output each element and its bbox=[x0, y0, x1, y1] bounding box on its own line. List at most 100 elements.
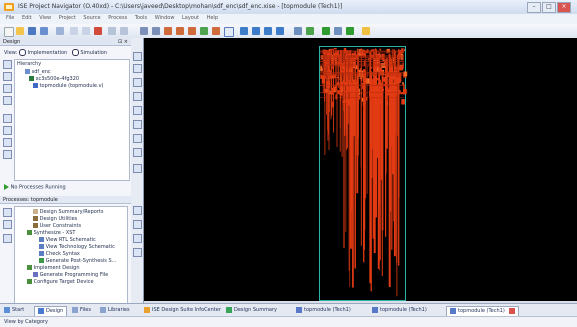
process-view-rtl[interactable]: View RTL Schematic bbox=[39, 237, 96, 243]
route-tool-icon[interactable] bbox=[164, 27, 172, 35]
run-process-icon[interactable] bbox=[3, 208, 12, 217]
hand-tool-icon[interactable] bbox=[188, 27, 196, 35]
tree-item-device[interactable]: xc3s500e-4fg320 bbox=[29, 76, 79, 82]
find-icon[interactable] bbox=[264, 27, 272, 35]
stop-process-icon[interactable] bbox=[3, 234, 12, 243]
collapse-all-icon[interactable] bbox=[3, 84, 12, 93]
print-icon[interactable] bbox=[56, 27, 64, 35]
process-programming-file[interactable]: Generate Programming File bbox=[33, 272, 108, 278]
menu-edit[interactable]: Edit bbox=[21, 15, 32, 21]
undo-icon[interactable] bbox=[108, 27, 116, 35]
open-folder-icon[interactable] bbox=[16, 27, 24, 35]
process-design-utilities[interactable]: Design Utilities bbox=[33, 216, 77, 222]
zoom-out-icon[interactable] bbox=[152, 27, 160, 35]
tab-topmodule-1[interactable]: topmodule (Tech1) bbox=[296, 306, 351, 315]
add-source-icon[interactable] bbox=[3, 96, 12, 105]
menu-tools[interactable]: Tools bbox=[134, 15, 148, 21]
menu-window[interactable]: Window bbox=[154, 15, 175, 21]
maximize-button[interactable]: □ bbox=[542, 2, 556, 13]
simulation-radio[interactable] bbox=[71, 49, 79, 56]
minimize-button[interactable]: – bbox=[527, 2, 541, 13]
help-icon[interactable] bbox=[362, 27, 370, 35]
tab-libraries[interactable]: Libraries bbox=[100, 306, 130, 315]
menu-source[interactable]: Source bbox=[83, 15, 101, 21]
properties-source-icon[interactable] bbox=[3, 150, 12, 159]
menu-file[interactable]: File bbox=[6, 15, 15, 21]
logic-cell bbox=[402, 82, 404, 85]
save-all-icon[interactable] bbox=[40, 27, 48, 35]
layers-icon[interactable] bbox=[240, 27, 248, 35]
settings-icon[interactable] bbox=[133, 234, 142, 243]
redo-icon[interactable] bbox=[120, 27, 128, 35]
highlight-icon[interactable] bbox=[133, 78, 142, 87]
tab-topmodule-2[interactable]: topmodule (Tech1) bbox=[372, 306, 427, 315]
menu-process[interactable]: Process bbox=[108, 15, 128, 21]
clock-region-icon[interactable] bbox=[133, 134, 142, 143]
refresh-icon[interactable] bbox=[133, 206, 142, 215]
process-view-technology[interactable]: View Technology Schematic bbox=[39, 244, 115, 250]
remove-source-icon[interactable] bbox=[3, 138, 12, 147]
tab-infocenter[interactable]: ISE Design Suite InfoCenter bbox=[144, 306, 221, 315]
logic-cell bbox=[337, 82, 339, 85]
menu-help[interactable]: Help bbox=[206, 15, 218, 21]
run-icon[interactable] bbox=[322, 27, 330, 35]
menu-layout[interactable]: Layout bbox=[182, 15, 199, 21]
grid-icon[interactable] bbox=[252, 27, 260, 35]
implementation-radio[interactable] bbox=[18, 49, 26, 56]
process-check-syntax[interactable]: Check Syntax bbox=[39, 251, 80, 257]
region-icon[interactable] bbox=[224, 27, 234, 37]
panel-close-icon[interactable]: ⊡ × bbox=[118, 39, 128, 45]
step-icon[interactable] bbox=[334, 27, 342, 35]
tree-item-project[interactable]: sdf_enc bbox=[25, 69, 51, 75]
view-simulation[interactable]: Simulation bbox=[80, 50, 107, 56]
process-design-summary[interactable]: Design Summary/Reports bbox=[33, 209, 103, 215]
cursor-icon[interactable] bbox=[294, 27, 302, 35]
net-icon[interactable] bbox=[133, 92, 142, 101]
process-user-constraints[interactable]: User Constraints bbox=[33, 223, 81, 229]
zoom-in-icon[interactable] bbox=[140, 27, 148, 35]
verilog-module-icon bbox=[33, 83, 38, 88]
cut-icon[interactable] bbox=[70, 27, 78, 35]
hierarchy-icon[interactable] bbox=[306, 27, 314, 35]
tab-design-summary[interactable]: Design Summary bbox=[226, 306, 277, 315]
pan-icon[interactable] bbox=[133, 64, 142, 73]
menu-view[interactable]: View bbox=[39, 15, 52, 21]
properties-icon[interactable] bbox=[276, 27, 284, 35]
new-source-icon[interactable] bbox=[3, 114, 12, 123]
fit-icon[interactable] bbox=[200, 27, 208, 35]
play-icon[interactable] bbox=[4, 184, 9, 190]
tab-files[interactable]: Files bbox=[72, 306, 91, 315]
info-icon[interactable] bbox=[133, 220, 142, 229]
show-tree-icon[interactable] bbox=[3, 60, 12, 69]
save-icon[interactable] bbox=[28, 27, 36, 35]
zoom-area-icon[interactable] bbox=[133, 52, 142, 61]
new-file-icon[interactable] bbox=[4, 27, 14, 37]
ruler-icon[interactable] bbox=[212, 27, 220, 35]
tab-start[interactable]: Start bbox=[4, 306, 24, 315]
ports-icon[interactable] bbox=[133, 120, 142, 129]
routing-icon[interactable] bbox=[133, 164, 142, 173]
expand-all-icon[interactable] bbox=[3, 72, 12, 81]
design-icon bbox=[38, 307, 44, 314]
copy-icon[interactable] bbox=[82, 27, 90, 35]
process-implement[interactable]: Implement Design bbox=[27, 265, 80, 271]
export-icon[interactable] bbox=[133, 248, 142, 257]
view-implementation[interactable]: Implementation bbox=[27, 50, 68, 56]
select-tool-icon[interactable] bbox=[176, 27, 184, 35]
implement-icon[interactable] bbox=[346, 27, 354, 35]
rats-nest-icon[interactable] bbox=[133, 148, 142, 157]
tree-item-topmodule[interactable]: topmodule (topmodule.v) bbox=[33, 83, 104, 89]
logic-cell bbox=[335, 94, 338, 100]
process-synthesize[interactable]: Synthesize - XST bbox=[27, 230, 75, 236]
technology-view-canvas[interactable] bbox=[144, 38, 577, 301]
menu-project[interactable]: Project bbox=[58, 15, 76, 21]
close-button[interactable]: × bbox=[557, 2, 571, 13]
add-copy-icon[interactable] bbox=[3, 126, 12, 135]
tab-close-icon[interactable] bbox=[509, 307, 516, 314]
rerun-process-icon[interactable] bbox=[3, 220, 12, 229]
component-icon[interactable] bbox=[133, 106, 142, 115]
process-configure-device[interactable]: Configure Target Device bbox=[27, 279, 94, 285]
logic-cell bbox=[330, 48, 334, 50]
process-post-synthesis[interactable]: Generate Post-Synthesis S... bbox=[39, 258, 116, 264]
delete-icon[interactable] bbox=[94, 27, 102, 35]
